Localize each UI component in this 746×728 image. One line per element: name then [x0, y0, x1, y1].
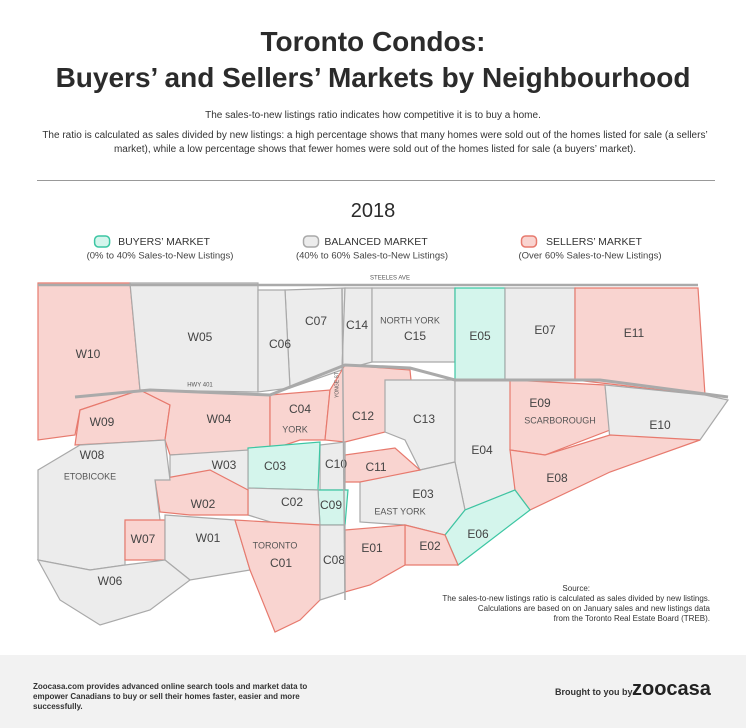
district-label: W04	[207, 412, 232, 426]
district-label: C01	[270, 556, 292, 570]
district-label: C04	[289, 402, 311, 416]
district	[269, 389, 331, 451]
explanation: The ratio is calculated as sales divided…	[42, 130, 708, 155]
district-label: E10	[649, 418, 671, 432]
district-label: W09	[90, 415, 115, 429]
district-label: C07	[305, 314, 327, 328]
district-label: E05	[469, 329, 491, 343]
source-line: from the Toronto Real Estate Board (TREB…	[553, 614, 710, 623]
district-label: C13	[413, 412, 435, 426]
title: Toronto Condos: Buyers’ and Sellers’ Mar…	[0, 24, 746, 96]
area-label: YORK	[282, 424, 308, 434]
district-label: E06	[467, 527, 489, 541]
legend-swatch	[520, 235, 538, 248]
road-label: HWY 401	[187, 383, 213, 389]
district	[154, 469, 249, 516]
legend-sublabel: (Over 60% Sales-to-New Listings)	[518, 251, 661, 262]
legend-label: BALANCED MARKET	[324, 236, 428, 248]
source-heading: Source:	[562, 584, 590, 593]
legend-sublabel: (0% to 40% Sales-to-New Listings)	[87, 251, 234, 262]
title-line: Toronto Condos:	[260, 26, 486, 57]
area-label: NORTH YORK	[380, 315, 440, 325]
legend-label: BUYERS’ MARKET	[118, 236, 210, 248]
district-label: E09	[529, 396, 551, 410]
legend-sublabel: (40% to 60% Sales-to-New Listings)	[296, 251, 448, 262]
district-label: C08	[323, 553, 345, 567]
district-label: W06	[98, 574, 123, 588]
district-label: W02	[191, 497, 216, 511]
intro: The sales-to-new listings ratio indicate…	[205, 110, 541, 121]
district-label: W10	[76, 347, 101, 361]
road-label: STEELES AVE	[370, 276, 410, 282]
district-label: C12	[352, 409, 374, 423]
map: BUYERS’ MARKET (0% to 40% Sales-to-New Li…	[36, 235, 730, 633]
district-label: C02	[281, 495, 303, 509]
district-label: W05	[188, 330, 213, 344]
district-label: E01	[361, 541, 383, 555]
district	[234, 519, 321, 633]
district	[164, 514, 251, 581]
district-label: E11	[624, 326, 645, 340]
district	[36, 559, 191, 626]
divider	[37, 180, 715, 181]
district-label: E02	[419, 539, 441, 553]
district-label: W01	[196, 531, 221, 545]
legend-swatch	[302, 235, 320, 248]
district-label: E08	[546, 471, 568, 485]
title-line: Buyers’ and Sellers’ Markets by Neighbou…	[55, 62, 691, 93]
district-label: E04	[471, 443, 493, 457]
district-label: C10	[325, 457, 347, 471]
district-label: C03	[264, 459, 286, 473]
district-label: E07	[534, 323, 556, 337]
road	[74, 363, 729, 399]
district-label: W08	[80, 448, 105, 462]
district-label: C09	[320, 498, 342, 512]
district	[344, 524, 406, 593]
district-label: C14	[346, 318, 368, 332]
source-line: The sales-to-new listings ratio is calcu…	[442, 594, 710, 603]
brought-by: Brought to you by	[555, 687, 633, 697]
district-label: C06	[269, 337, 291, 351]
district-label: W07	[131, 532, 156, 546]
area-label: ETOBICOKE	[64, 471, 116, 481]
area-label: SCARBOROUGH	[524, 415, 596, 425]
district-label: C11	[365, 460, 386, 474]
source-line: Calculations are based on on January sal…	[477, 604, 710, 613]
district	[444, 489, 531, 566]
district-label: E03	[412, 487, 434, 501]
district-label: W03	[212, 458, 237, 472]
area-label: EAST YORK	[374, 506, 425, 516]
footer: Zoocasa.com provides advanced online sea…	[0, 655, 746, 728]
legend-swatch	[93, 235, 111, 248]
road	[341, 287, 346, 601]
district-label: C15	[404, 329, 426, 343]
logo[interactable]: zoocasa	[632, 678, 711, 700]
road-label: YONGE ST	[334, 372, 340, 398]
year: 2018	[350, 200, 396, 222]
legend-label: SELLERS’ MARKET	[546, 236, 642, 248]
footer-description: Zoocasa.com provides advanced online sea…	[33, 682, 308, 711]
district	[509, 379, 611, 456]
source: Source: The sales-to-new listings ratio …	[420, 584, 710, 624]
area-label: TORONTO	[253, 540, 298, 550]
district	[604, 384, 730, 441]
